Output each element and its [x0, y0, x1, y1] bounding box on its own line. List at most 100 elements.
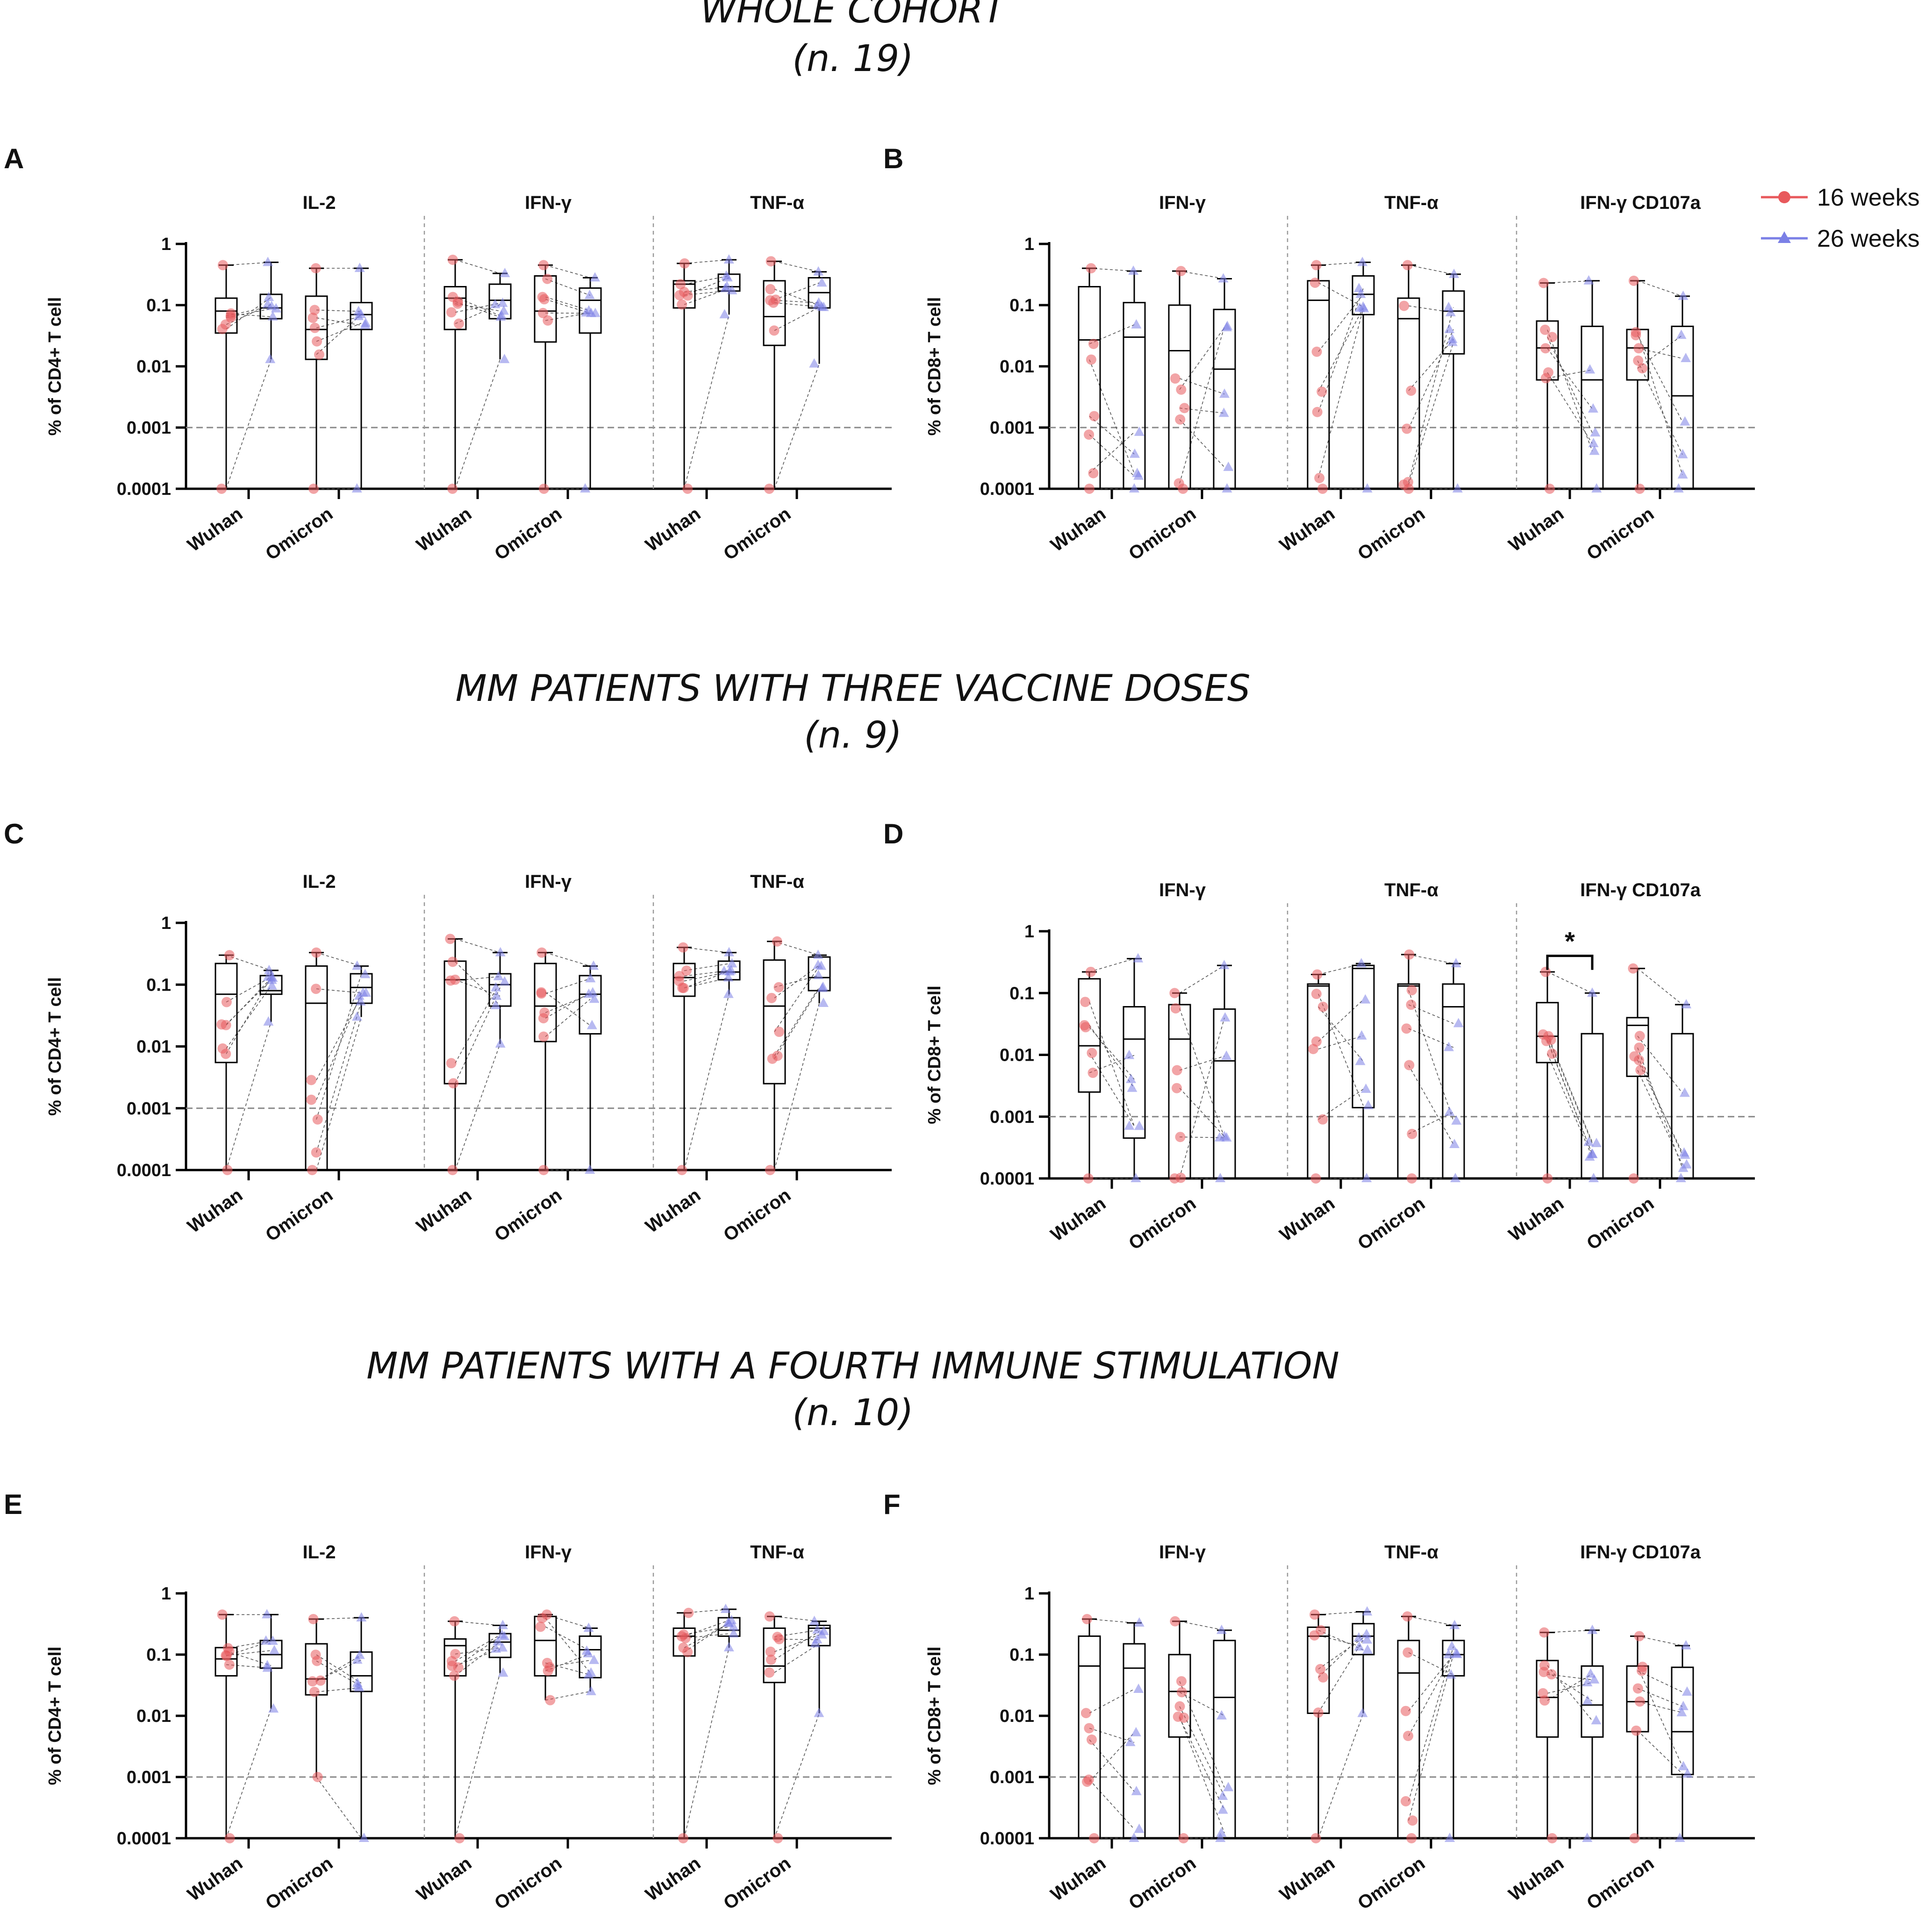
pair-line — [774, 941, 820, 956]
pair-line — [684, 947, 730, 953]
data-point — [1356, 958, 1367, 968]
box — [1536, 1660, 1559, 1738]
data-point — [1134, 1617, 1145, 1627]
data-point — [1357, 1707, 1368, 1717]
data-point — [448, 1078, 459, 1089]
data-point — [813, 970, 824, 979]
data-point — [535, 1621, 546, 1632]
data-point — [1169, 988, 1180, 999]
pair-line — [455, 1636, 501, 1668]
pair-line — [684, 994, 730, 1171]
data-point — [1406, 1833, 1417, 1843]
data-point — [358, 1833, 369, 1842]
data-point — [1080, 997, 1091, 1007]
data-point — [307, 1676, 318, 1687]
data-point — [1086, 1734, 1097, 1745]
data-point — [500, 268, 510, 278]
pair-line — [455, 1634, 501, 1662]
data-point — [306, 1075, 317, 1085]
section-title: WHOLE COHORT — [701, 0, 1008, 31]
data-point — [1362, 1634, 1373, 1644]
data-point — [1217, 1804, 1228, 1814]
data-point — [1677, 469, 1688, 479]
data-point — [265, 354, 276, 364]
data-point — [764, 1667, 775, 1678]
data-point — [1445, 307, 1456, 316]
y-axis-label: % of CD8+ T cell — [925, 1647, 945, 1785]
pair-line — [1318, 1637, 1364, 1670]
data-point — [267, 1635, 278, 1645]
data-point — [262, 299, 273, 308]
data-point — [1589, 1674, 1600, 1684]
data-point — [1547, 332, 1558, 343]
data-point — [1310, 1173, 1321, 1184]
data-point — [1170, 373, 1181, 384]
data-point — [1218, 407, 1229, 417]
data-point — [495, 311, 506, 321]
data-point — [447, 956, 458, 967]
data-point — [1588, 438, 1599, 448]
data-point — [262, 1609, 272, 1619]
box — [1671, 1666, 1694, 1776]
data-point — [1215, 1833, 1226, 1842]
data-point — [1317, 386, 1327, 397]
data-point — [450, 974, 460, 985]
data-point — [268, 1703, 279, 1713]
pair-line — [545, 999, 591, 1037]
data-point — [723, 988, 734, 998]
data-point — [353, 311, 364, 321]
pair-line — [1179, 1056, 1225, 1071]
data-point — [678, 1629, 689, 1640]
pair-line — [316, 1655, 362, 1682]
data-point — [1360, 1083, 1371, 1093]
data-point — [1404, 1060, 1415, 1071]
data-point — [766, 1655, 776, 1665]
data-point — [1404, 949, 1415, 960]
y-tick-label: 0.001 — [990, 1107, 1034, 1127]
data-point — [772, 936, 782, 947]
data-point — [217, 260, 228, 271]
pair-line — [1089, 1689, 1135, 1713]
data-point — [446, 1058, 457, 1069]
data-point — [490, 999, 501, 1009]
data-point — [538, 484, 549, 494]
data-point — [267, 311, 278, 321]
data-point — [1444, 323, 1455, 333]
data-point — [352, 1680, 363, 1690]
data-point — [1452, 1649, 1463, 1658]
y-tick-label: 0.0001 — [980, 1829, 1034, 1849]
data-point — [1676, 1707, 1687, 1717]
data-point — [1173, 1711, 1183, 1722]
data-point — [1084, 484, 1095, 494]
pair-line — [1637, 968, 1683, 1005]
data-point — [1311, 260, 1322, 271]
data-point — [678, 1642, 689, 1653]
data-point — [1317, 1001, 1328, 1012]
data-point — [1538, 1667, 1549, 1677]
data-point — [224, 950, 235, 961]
data-point — [361, 987, 372, 997]
data-point — [360, 969, 371, 978]
pair-line — [1408, 1652, 1454, 1676]
data-point — [585, 1164, 595, 1174]
data-point — [1179, 403, 1190, 414]
pair-line — [1637, 1070, 1683, 1165]
data-point — [1588, 1173, 1599, 1182]
pair-line — [1318, 1006, 1364, 1062]
data-point — [1088, 338, 1099, 349]
pair-line — [1637, 1060, 1683, 1153]
y-tick-label: 0.1 — [1009, 984, 1034, 1003]
data-point — [453, 318, 464, 329]
pair-line — [316, 996, 362, 1080]
group-title: TNF-α — [750, 1542, 804, 1563]
data-point — [1216, 1827, 1227, 1837]
pair-line — [226, 359, 272, 489]
data-point — [221, 997, 232, 1007]
data-point — [812, 1624, 823, 1634]
box — [1442, 290, 1465, 355]
data-point — [308, 313, 318, 323]
y-tick-label: 0.001 — [127, 418, 171, 438]
pair-line — [1547, 1034, 1593, 1142]
data-point — [1134, 426, 1145, 436]
data-point — [1174, 1701, 1185, 1712]
